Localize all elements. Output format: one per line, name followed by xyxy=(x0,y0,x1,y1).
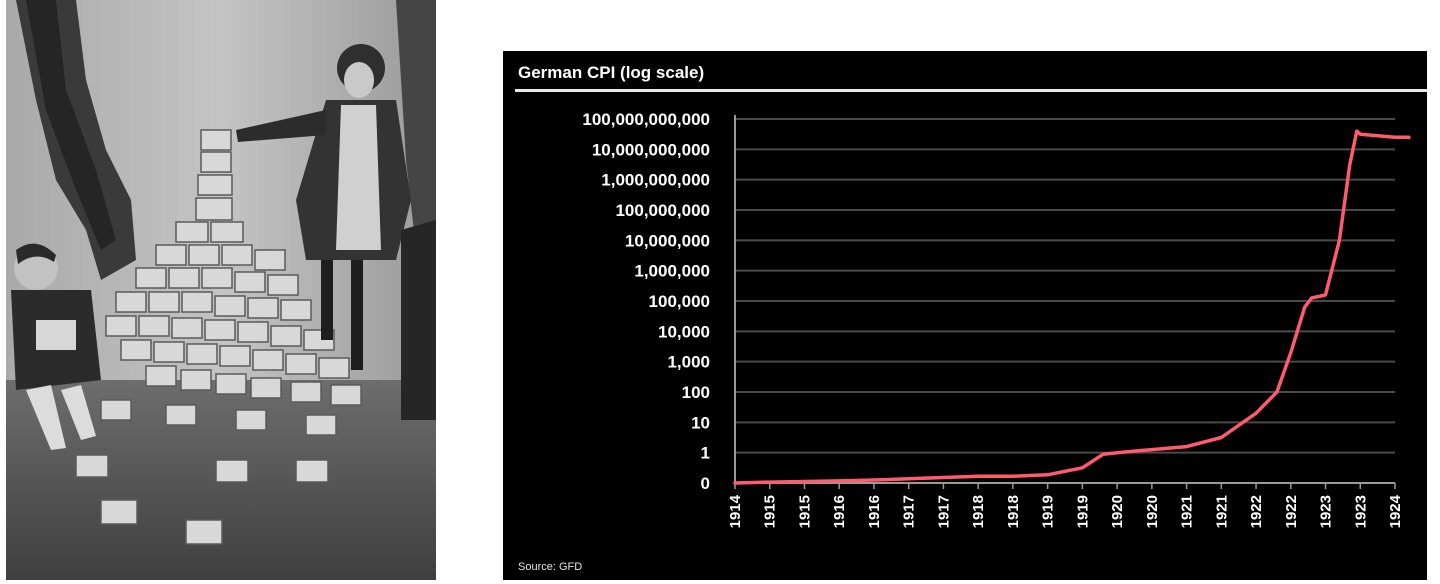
x-tick-label: 1914 xyxy=(727,494,744,528)
title-divider xyxy=(515,89,1427,92)
photo-illustration xyxy=(6,0,436,580)
chart-title: German CPI (log scale) xyxy=(518,63,705,82)
y-tick-label: 1,000 xyxy=(667,353,710,372)
x-tick-label: 1919 xyxy=(1040,495,1057,528)
x-tick-label: 1917 xyxy=(935,495,952,528)
x-tick-label: 1919 xyxy=(1074,495,1091,528)
x-tick-label: 1924 xyxy=(1387,494,1404,528)
x-tick-label: 1920 xyxy=(1109,495,1126,528)
series-line-german-cpi xyxy=(733,129,1411,485)
axes xyxy=(734,115,1396,489)
y-axis-tick-labels: 100,000,000,000 10,000,000,000 1,000,000,0… xyxy=(582,110,710,493)
source-note: Source: GFD xyxy=(518,561,583,573)
banknote-pyramid xyxy=(75,129,362,545)
x-tick-label: 1916 xyxy=(866,495,883,528)
y-tick-label: 10,000 xyxy=(658,322,710,341)
x-tick-label: 1922 xyxy=(1283,495,1300,528)
y-tick-label: 100,000,000,000 xyxy=(582,110,710,129)
x-tick-label: 1916 xyxy=(831,495,848,528)
ivy-left xyxy=(16,0,136,280)
cpi-line-chart: 100,000,000,000 10,000,000,000 1,000,000,0… xyxy=(582,110,1411,528)
y-tick-label: 0 xyxy=(701,474,710,493)
x-tick-label: 1923 xyxy=(1318,495,1335,528)
x-tick-label: 1915 xyxy=(762,495,779,528)
third-child-edge xyxy=(401,220,436,420)
x-tick-label: 1923 xyxy=(1352,495,1369,528)
grid-lines xyxy=(735,118,1395,454)
x-tick-label: 1921 xyxy=(1179,495,1196,528)
standing-girl xyxy=(236,44,411,370)
y-tick-label: 100,000,000 xyxy=(615,201,710,220)
y-tick-label: 1,000,000,000 xyxy=(601,171,710,190)
y-tick-label: 1,000,000 xyxy=(634,262,710,281)
y-tick-label: 10 xyxy=(691,413,710,432)
x-tick-label: 1920 xyxy=(1144,495,1161,528)
x-tick-label: 1917 xyxy=(901,495,918,528)
x-tick-label: 1915 xyxy=(796,495,813,528)
photo-children-with-banknotes xyxy=(6,0,436,580)
x-axis-tick-labels: 1914 1915 1915 1916 1916 1917 1917 1918 1918 1919… xyxy=(727,494,1404,528)
x-tick-label: 1918 xyxy=(970,495,987,528)
x-tick-label: 1921 xyxy=(1213,495,1230,528)
x-tick-label: 1918 xyxy=(1005,495,1022,528)
x-tick-label: 1922 xyxy=(1248,495,1265,528)
y-tick-label: 1 xyxy=(701,444,710,463)
series-layer xyxy=(733,129,1411,485)
chart-panel: German CPI (log scale) 100,000,000,000 10… xyxy=(503,51,1427,580)
y-tick-label: 100 xyxy=(682,383,710,402)
y-tick-label: 10,000,000 xyxy=(625,231,710,250)
sitting-boy xyxy=(11,243,101,450)
y-tick-label: 10,000,000,000 xyxy=(592,140,710,159)
y-tick-label: 100,000 xyxy=(649,292,710,311)
